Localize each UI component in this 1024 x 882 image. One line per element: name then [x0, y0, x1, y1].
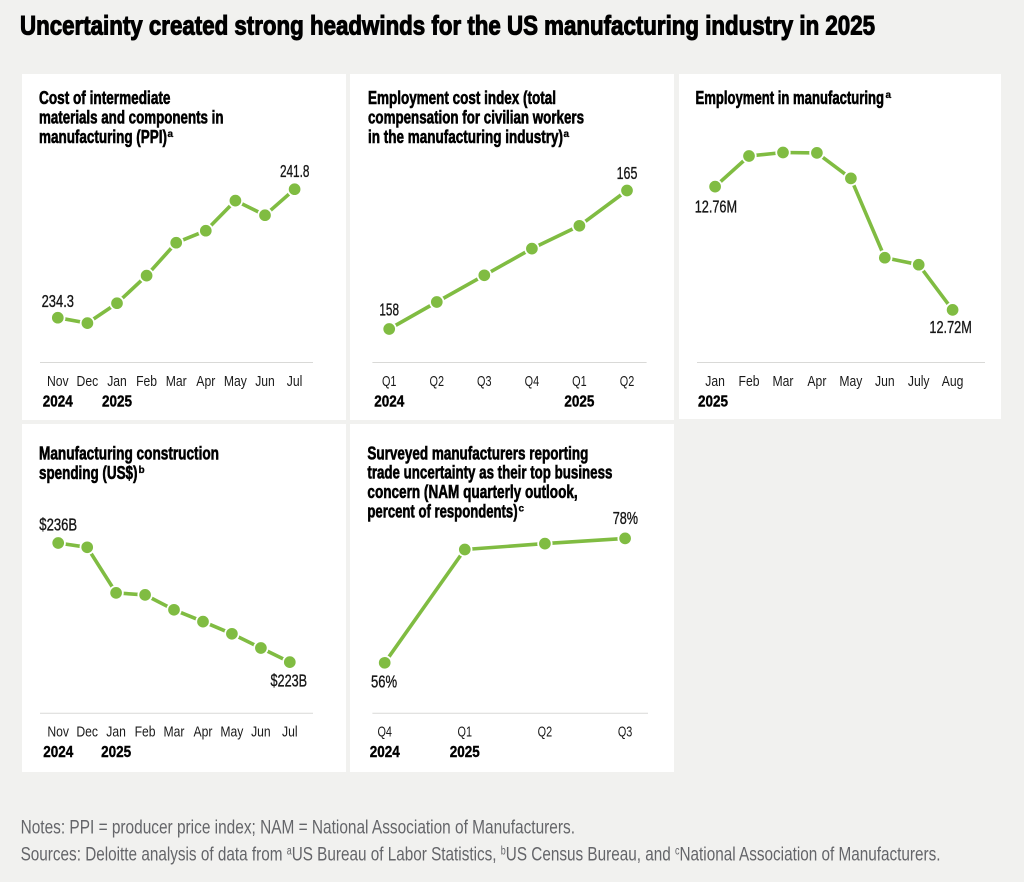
svg-text:2025: 2025	[698, 394, 728, 411]
svg-text:Sources: Deloitte analysis of: Sources: Deloitte analysis of data from	[21, 843, 287, 865]
svg-text:Jul: Jul	[282, 724, 298, 741]
svg-text:Q4: Q4	[377, 724, 392, 741]
svg-text:Q2: Q2	[620, 373, 635, 390]
svg-text:12.76M: 12.76M	[695, 197, 737, 217]
svg-text:Q1: Q1	[572, 373, 587, 390]
svg-text:Employment in manufacturing: Employment in manufacturing	[696, 88, 885, 108]
svg-text:Q1: Q1	[458, 724, 473, 741]
svg-text:$236B: $236B	[39, 514, 77, 534]
svg-text:165: 165	[617, 163, 638, 183]
svg-text:Notes: PPI = producer price in: Notes: PPI = producer price index; NAM =…	[21, 817, 575, 839]
svg-text:Dec: Dec	[77, 373, 99, 390]
svg-text:spending (US$): spending (US$)	[39, 463, 138, 483]
svg-text:Feb: Feb	[136, 373, 157, 390]
svg-text:b: b	[501, 845, 506, 857]
svg-text:56%: 56%	[371, 672, 397, 692]
svg-text:2025: 2025	[564, 394, 594, 411]
svg-text:Jan: Jan	[705, 373, 725, 390]
svg-text:Dec: Dec	[76, 724, 98, 741]
svg-text:Employment cost index (total: Employment cost index (total	[368, 88, 556, 108]
svg-text:Apr: Apr	[194, 724, 213, 741]
svg-text:2025: 2025	[102, 394, 132, 411]
svg-text:materials and components in: materials and components in	[39, 108, 224, 128]
svg-text:b: b	[139, 465, 145, 476]
svg-text:2024: 2024	[43, 394, 73, 411]
svg-text:July: July	[908, 373, 930, 390]
svg-text:Mar: Mar	[164, 724, 185, 741]
svg-text:Q1: Q1	[382, 373, 397, 390]
svg-text:Manufacturing construction: Manufacturing construction	[39, 443, 219, 463]
svg-text:c: c	[519, 504, 525, 515]
svg-text:$223B: $223B	[271, 671, 308, 691]
svg-text:Apr: Apr	[196, 373, 215, 390]
svg-text:percent of respondents): percent of respondents)	[367, 502, 517, 522]
svg-text:Q2: Q2	[538, 724, 553, 741]
svg-text:Jul: Jul	[287, 373, 303, 390]
svg-text:Q4: Q4	[525, 373, 540, 390]
svg-text:Q3: Q3	[477, 373, 492, 390]
svg-text:a: a	[168, 129, 174, 140]
svg-text:2024: 2024	[370, 744, 400, 761]
svg-text:2024: 2024	[43, 744, 73, 761]
svg-text:Uncertainty created strong hea: Uncertainty created strong headwinds for…	[20, 11, 875, 41]
svg-text:Feb: Feb	[739, 373, 760, 390]
svg-text:158: 158	[379, 299, 399, 319]
svg-text:Feb: Feb	[135, 724, 156, 741]
svg-text:234.3: 234.3	[42, 291, 74, 311]
svg-text:National Association of Manufa: National Association of Manufacturers.	[680, 843, 941, 865]
svg-text:May: May	[224, 373, 247, 390]
svg-text:Q3: Q3	[618, 724, 633, 741]
svg-text:c: c	[675, 845, 680, 857]
svg-text:Surveyed manufacturers reporti: Surveyed manufacturers reporting	[367, 443, 588, 463]
svg-text:78%: 78%	[613, 508, 638, 528]
svg-text:Nov: Nov	[47, 724, 69, 741]
svg-text:a: a	[564, 129, 570, 140]
svg-text:manufacturing (PPI): manufacturing (PPI)	[39, 127, 167, 147]
svg-text:a: a	[886, 90, 892, 101]
svg-text:Cost of intermediate: Cost of intermediate	[39, 88, 171, 108]
svg-text:2024: 2024	[374, 394, 404, 411]
svg-text:May: May	[220, 724, 243, 741]
svg-text:Mar: Mar	[166, 373, 187, 390]
svg-text:a: a	[287, 845, 292, 857]
svg-text:12.72M: 12.72M	[929, 317, 971, 337]
svg-text:US Census Bureau, and: US Census Bureau, and	[506, 843, 675, 865]
svg-text:Aug: Aug	[942, 373, 964, 390]
svg-text:Jun: Jun	[251, 724, 271, 741]
svg-text:Jun: Jun	[255, 373, 275, 390]
svg-text:Nov: Nov	[47, 373, 69, 390]
svg-text:2025: 2025	[101, 744, 131, 761]
svg-text:Jan: Jan	[107, 373, 127, 390]
svg-text:Mar: Mar	[773, 373, 794, 390]
svg-text:Jun: Jun	[875, 373, 895, 390]
svg-text:Jan: Jan	[106, 724, 126, 741]
svg-text:2025: 2025	[450, 744, 480, 761]
svg-text:in the manufacturing industry): in the manufacturing industry)	[368, 127, 563, 147]
svg-text:compensation for civilian work: compensation for civilian workers	[368, 108, 584, 128]
svg-text:Q2: Q2	[430, 373, 445, 390]
svg-text:Apr: Apr	[807, 373, 826, 390]
svg-text:concern (NAM quarterly outlook: concern (NAM quarterly outlook,	[367, 482, 577, 502]
svg-text:US Bureau of Labor Statistics,: US Bureau of Labor Statistics,	[292, 843, 501, 865]
svg-text:241.8: 241.8	[280, 161, 310, 181]
svg-text:trade uncertainty as their top: trade uncertainty as their top business	[367, 463, 612, 483]
svg-text:May: May	[839, 373, 862, 390]
